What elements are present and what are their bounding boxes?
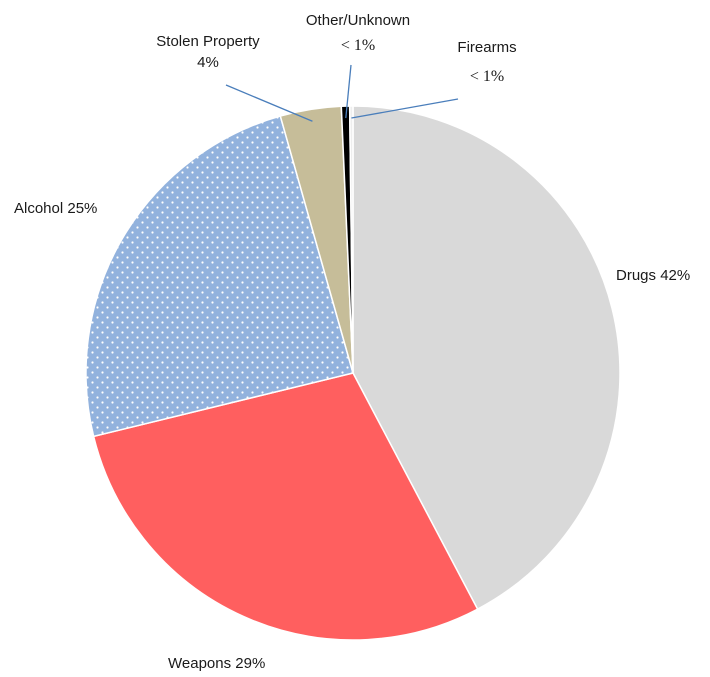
slice-label-alcohol: Alcohol 25% (14, 200, 97, 217)
leader-line-firearms (351, 98, 459, 119)
slice-value-firearms: < 1% (470, 68, 504, 85)
slice-label-stolen-property: Stolen Property (156, 33, 260, 50)
leader-line-stolen-property (225, 84, 313, 122)
pie-slices (85, 105, 621, 641)
slice-value-stolen-property: 4% (197, 54, 219, 71)
slice-label-firearms: Firearms (457, 39, 516, 56)
slice-label-other-unknown: Other/Unknown (306, 12, 410, 29)
leader-line-other-unknown (345, 64, 352, 119)
slice-value-other-unknown: < 1% (341, 37, 375, 54)
pie-slice-drugs (352, 105, 621, 611)
pie-slice-weapons (92, 372, 479, 641)
leader-lines (225, 64, 459, 122)
slice-label-drugs: Drugs 42% (616, 267, 690, 284)
pie-slice-alcohol (85, 115, 354, 438)
pie-slice-firearms (348, 105, 354, 374)
slice-label-weapons: Weapons 29% (168, 655, 265, 672)
